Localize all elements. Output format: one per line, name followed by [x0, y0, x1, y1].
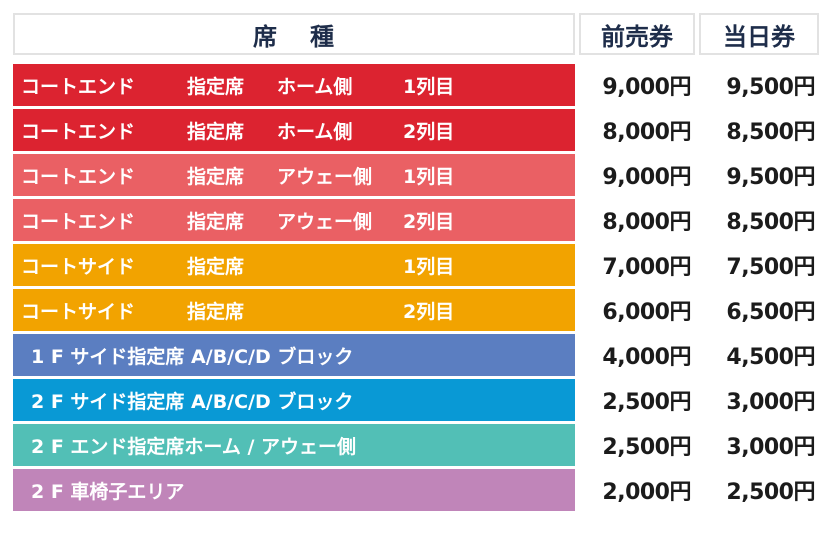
same-day-price: 7,500円 — [726, 255, 815, 280]
seat-name-cell: コートエンド 指定席 ホーム側 1列目 — [13, 64, 575, 106]
seat-side: アウェー側 — [277, 165, 373, 188]
seat-line: 2列目 — [403, 120, 455, 143]
same-day-price-cell: 9,500円 — [699, 154, 819, 196]
same-day-price: 3,000円 — [726, 435, 815, 460]
advance-price: 7,000円 — [602, 255, 691, 280]
same-day-price: 9,500円 — [726, 165, 815, 190]
seat-type: 指定席 — [187, 120, 245, 143]
seat-area: コートエンド — [21, 210, 136, 233]
table-row: コートエンド 指定席 アウェー側 1列目 9,000円 9,500円 — [13, 154, 819, 196]
advance-price-cell: 9,000円 — [579, 64, 695, 106]
seat-name-cell: 2 F 車椅子エリア — [13, 469, 575, 511]
seat-line: 1列目 — [403, 255, 455, 278]
seat-type: 指定席 — [187, 300, 245, 323]
same-day-price-cell: 4,500円 — [699, 334, 819, 376]
same-day-price-cell: 9,500円 — [699, 64, 819, 106]
header-seat-type: 席 種 — [13, 13, 575, 55]
advance-price-cell: 6,000円 — [579, 289, 695, 331]
table-row: コートエンド 指定席 ホーム側 2列目 8,000円 8,500円 — [13, 109, 819, 151]
advance-price: 6,000円 — [602, 300, 691, 325]
same-day-price-cell: 6,500円 — [699, 289, 819, 331]
seat-area: コートサイド — [21, 300, 136, 323]
same-day-price-cell: 7,500円 — [699, 244, 819, 286]
seat-type: 指定席 — [187, 210, 245, 233]
ticket-price-table: 席 種 前売券 当日券 コートエンド 指定席 ホーム側 1列目 9,000円 9,500円… — [13, 13, 819, 520]
seat-type: 指定席 — [187, 75, 245, 98]
seat-side: アウェー側 — [277, 210, 373, 233]
seat-line: 2列目 — [403, 210, 455, 233]
seat-area: コートエンド — [21, 165, 136, 188]
advance-price-cell: 7,000円 — [579, 244, 695, 286]
seat-name-cell: 2 F サイド指定席 A/B/C/D ブロック — [13, 379, 575, 421]
table-row: 2 F エンド指定席ホーム / アウェー側 2,500円 3,000円 — [13, 424, 819, 466]
advance-price-cell: 2,500円 — [579, 379, 695, 421]
same-day-price: 3,000円 — [726, 390, 815, 415]
same-day-price: 2,500円 — [726, 480, 815, 505]
advance-price-cell: 2,000円 — [579, 469, 695, 511]
table-row: 2 F 車椅子エリア 2,000円 2,500円 — [13, 469, 819, 511]
same-day-price: 6,500円 — [726, 300, 815, 325]
seat-side: ホーム側 — [277, 75, 353, 98]
same-day-price-cell: 8,500円 — [699, 199, 819, 241]
seat-area: コートサイド — [21, 255, 136, 278]
same-day-price-cell: 3,000円 — [699, 379, 819, 421]
advance-price-cell: 8,000円 — [579, 199, 695, 241]
same-day-price-cell: 2,500円 — [699, 469, 819, 511]
seat-name-cell: コートエンド 指定席 アウェー側 1列目 — [13, 154, 575, 196]
advance-price: 9,000円 — [602, 75, 691, 100]
advance-price: 2,500円 — [602, 435, 691, 460]
header-seat-b: 種 — [310, 22, 335, 51]
advance-price: 8,000円 — [602, 120, 691, 145]
seat-type: 指定席 — [187, 165, 245, 188]
advance-price: 8,000円 — [602, 210, 691, 235]
seat-type: 指定席 — [187, 255, 245, 278]
seat-name-cell: コートエンド 指定席 ホーム側 2列目 — [13, 109, 575, 151]
same-day-price-cell: 8,500円 — [699, 109, 819, 151]
advance-price-cell: 4,000円 — [579, 334, 695, 376]
seat-line: 1列目 — [403, 165, 455, 188]
table-row: コートサイド 指定席 2列目 6,000円 6,500円 — [13, 289, 819, 331]
same-day-price-cell: 3,000円 — [699, 424, 819, 466]
advance-price-cell: 9,000円 — [579, 154, 695, 196]
same-day-price: 9,500円 — [726, 75, 815, 100]
header-advance: 前売券 — [579, 13, 695, 55]
seat-name-cell: コートサイド 指定席 1列目 — [13, 244, 575, 286]
table-row: コートエンド 指定席 アウェー側 2列目 8,000円 8,500円 — [13, 199, 819, 241]
seat-name-cell: コートエンド 指定席 アウェー側 2列目 — [13, 199, 575, 241]
seat-line: 2列目 — [403, 300, 455, 323]
header-same-day: 当日券 — [699, 13, 819, 55]
same-day-price: 4,500円 — [726, 345, 815, 370]
seat-area: コートエンド — [21, 75, 136, 98]
table-row: 2 F サイド指定席 A/B/C/D ブロック 2,500円 3,000円 — [13, 379, 819, 421]
advance-price-cell: 2,500円 — [579, 424, 695, 466]
seat-name-cell: コートサイド 指定席 2列目 — [13, 289, 575, 331]
seat-area: コートエンド — [21, 120, 136, 143]
same-day-price: 8,500円 — [726, 120, 815, 145]
table-row: コートサイド 指定席 1列目 7,000円 7,500円 — [13, 244, 819, 286]
advance-price: 2,500円 — [602, 390, 691, 415]
seat-side: ホーム側 — [277, 120, 353, 143]
seat-line: 1列目 — [403, 75, 455, 98]
seat-name-cell: 1 F サイド指定席 A/B/C/D ブロック — [13, 334, 575, 376]
table-row: 1 F サイド指定席 A/B/C/D ブロック 4,000円 4,500円 — [13, 334, 819, 376]
same-day-price: 8,500円 — [726, 210, 815, 235]
header-seat-a: 席 — [253, 22, 278, 51]
advance-price: 2,000円 — [602, 480, 691, 505]
table-row: コートエンド 指定席 ホーム側 1列目 9,000円 9,500円 — [13, 64, 819, 106]
table-header: 席 種 前売券 当日券 — [13, 13, 819, 55]
seat-name-cell: 2 F エンド指定席ホーム / アウェー側 — [13, 424, 575, 466]
advance-price-cell: 8,000円 — [579, 109, 695, 151]
advance-price: 9,000円 — [602, 165, 691, 190]
advance-price: 4,000円 — [602, 345, 691, 370]
